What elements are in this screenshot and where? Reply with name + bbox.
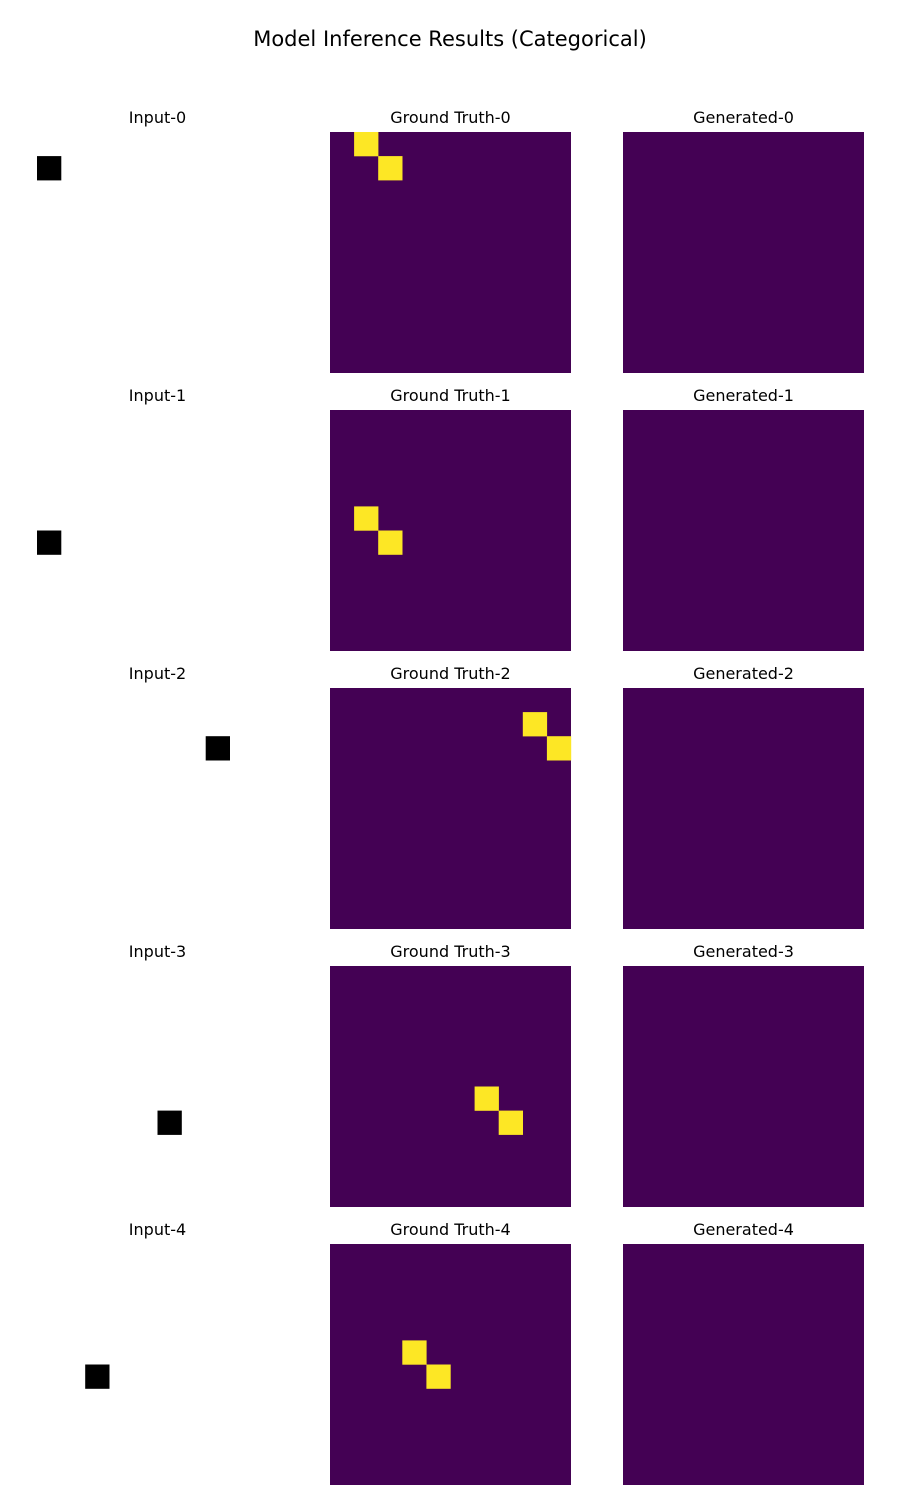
ground-truth-active-cell bbox=[378, 530, 403, 555]
ground-truth-panel-4: Ground Truth-4 bbox=[330, 1220, 571, 1485]
input-active-cell bbox=[85, 1364, 110, 1389]
ground-truth-active-cell bbox=[354, 506, 379, 531]
input-panel-title: Input-1 bbox=[129, 386, 186, 405]
input-panel-title: Input-0 bbox=[129, 108, 186, 127]
ground-truth-active-cell bbox=[426, 1364, 451, 1389]
generated-panel-title: Generated-1 bbox=[693, 386, 794, 405]
ground-truth-panel-title: Ground Truth-1 bbox=[390, 386, 510, 405]
ground-truth-panel-background bbox=[330, 966, 571, 1207]
generated-panel-title: Generated-3 bbox=[693, 942, 794, 961]
generated-panel-background bbox=[623, 132, 864, 373]
input-panel-background bbox=[37, 966, 278, 1207]
generated-panel-4: Generated-4 bbox=[623, 1220, 864, 1485]
ground-truth-active-cell bbox=[546, 736, 572, 761]
input-active-cell bbox=[205, 736, 230, 761]
ground-truth-panel-title: Ground Truth-2 bbox=[390, 664, 510, 683]
ground-truth-active-cell bbox=[378, 156, 403, 181]
input-panel-title: Input-4 bbox=[129, 1220, 186, 1239]
input-panel-background bbox=[37, 132, 278, 373]
generated-panel-background bbox=[623, 410, 864, 651]
ground-truth-panel-0: Ground Truth-0 bbox=[330, 108, 571, 373]
ground-truth-active-cell bbox=[402, 1340, 427, 1365]
input-panel-title: Input-2 bbox=[129, 664, 186, 683]
generated-panel-3: Generated-3 bbox=[623, 942, 864, 1207]
input-active-cell bbox=[37, 156, 62, 181]
ground-truth-panel-2: Ground Truth-2 bbox=[330, 664, 572, 929]
generated-panel-title: Generated-4 bbox=[693, 1220, 794, 1239]
ground-truth-active-cell bbox=[474, 1086, 499, 1111]
ground-truth-active-cell bbox=[498, 1110, 523, 1135]
ground-truth-active-cell bbox=[522, 712, 548, 737]
input-panel-1: Input-1 bbox=[37, 386, 278, 651]
input-panel-0: Input-0 bbox=[37, 108, 278, 373]
ground-truth-panel-1: Ground Truth-1 bbox=[330, 386, 571, 651]
figure-title: Model Inference Results (Categorical) bbox=[253, 27, 647, 51]
generated-panel-0: Generated-0 bbox=[623, 108, 864, 373]
input-panel-background bbox=[37, 410, 278, 651]
input-panel-2: Input-2 bbox=[37, 664, 278, 929]
ground-truth-panel-title: Ground Truth-0 bbox=[390, 108, 510, 127]
generated-panel-2: Generated-2 bbox=[623, 664, 864, 929]
ground-truth-panel-title: Ground Truth-4 bbox=[390, 1220, 510, 1239]
input-active-cell bbox=[157, 1110, 182, 1135]
ground-truth-panel-background bbox=[330, 132, 571, 373]
input-panel-title: Input-3 bbox=[129, 942, 186, 961]
generated-panel-title: Generated-0 bbox=[693, 108, 794, 127]
input-active-cell bbox=[37, 530, 62, 555]
input-panel-background bbox=[37, 1244, 278, 1485]
input-panel-background bbox=[37, 688, 278, 929]
generated-panel-1: Generated-1 bbox=[623, 386, 864, 651]
input-panel-3: Input-3 bbox=[37, 942, 278, 1207]
ground-truth-panel-title: Ground Truth-3 bbox=[390, 942, 510, 961]
ground-truth-panel-3: Ground Truth-3 bbox=[330, 942, 571, 1207]
panel-grid: Input-0 Ground Truth-0 Generated-0 Input-1 G… bbox=[37, 108, 864, 1485]
generated-panel-background bbox=[623, 688, 864, 929]
input-panel-4: Input-4 bbox=[37, 1220, 278, 1485]
generated-panel-background bbox=[623, 1244, 864, 1485]
generated-panel-background bbox=[623, 966, 864, 1207]
generated-panel-title: Generated-2 bbox=[693, 664, 794, 683]
ground-truth-active-cell bbox=[354, 132, 379, 157]
